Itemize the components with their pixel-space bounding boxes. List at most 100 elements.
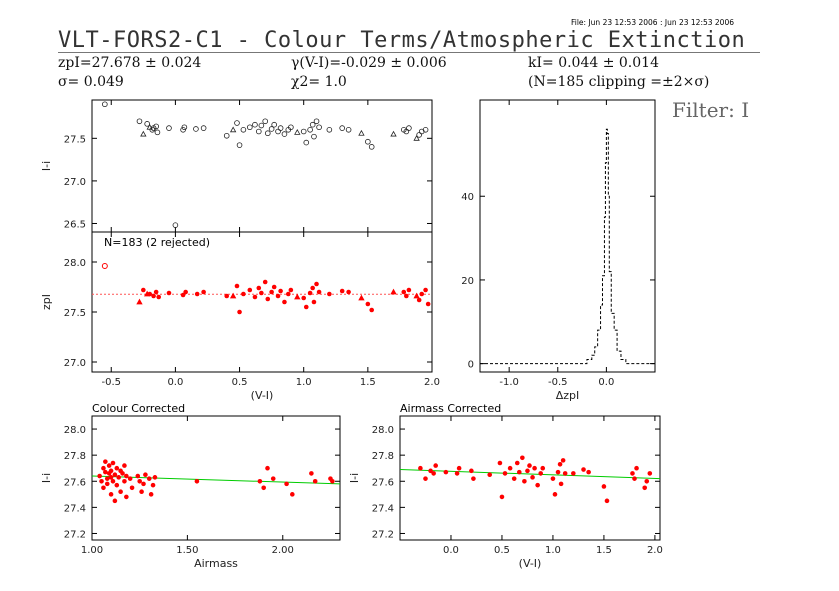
colour-point <box>101 485 106 491</box>
airmass-point <box>428 468 433 474</box>
zp-point <box>153 289 159 295</box>
zp-frame <box>91 231 433 373</box>
zp-point <box>265 296 271 302</box>
zp-triangle-point <box>294 293 301 300</box>
raw-point <box>281 131 288 137</box>
zp-point <box>275 293 281 299</box>
zp-point <box>166 290 172 296</box>
zp-point <box>224 293 230 299</box>
airmass-xtick-label: 0.5 <box>494 545 510 556</box>
raw-triangle-point <box>229 126 237 133</box>
airmass-point <box>630 471 635 476</box>
colour-ytick-label: 27.8 <box>64 451 86 462</box>
colour-point <box>284 481 289 487</box>
airmass-fit-line <box>399 469 661 480</box>
zp-point <box>316 289 322 295</box>
zp-xlabel: (V-I) <box>251 389 274 402</box>
airmass-point <box>562 471 568 476</box>
colour-point <box>141 481 146 487</box>
colour-point <box>103 469 108 475</box>
airmass-ytick-label: 27.2 <box>372 529 394 540</box>
colour-point <box>108 475 114 480</box>
airmass-frame <box>399 415 661 541</box>
raw-point <box>422 127 429 133</box>
zp-point <box>406 287 412 293</box>
raw-point <box>277 125 284 131</box>
airmass-point <box>502 471 508 476</box>
zp-point <box>278 288 283 294</box>
colour-point <box>137 478 142 484</box>
stat-chi2: χ2= 1.0 <box>291 74 347 90</box>
zp-xtick-label: 0.5 <box>232 377 248 388</box>
airmass-point <box>497 460 503 466</box>
filter-label: Filter: I <box>672 98 750 122</box>
zp-point <box>416 297 422 303</box>
colour-fit-line <box>91 475 341 485</box>
zp-point <box>310 285 315 291</box>
hist-plot <box>479 99 656 373</box>
colour-point <box>108 468 114 474</box>
airmass-xtick-label: 2.0 <box>647 545 663 556</box>
airmass-xtick-label: 1.0 <box>545 545 561 556</box>
zp-point <box>327 291 332 297</box>
zp-annotation: N=183 (2 rejected) <box>104 236 210 249</box>
zp-xtick-label: 0.0 <box>167 377 183 388</box>
airmass-point <box>431 471 436 476</box>
raw-point <box>153 123 159 130</box>
airmass-point <box>604 498 610 504</box>
raw-point <box>309 121 316 128</box>
airmass-ytick-label: 27.8 <box>372 451 394 462</box>
colour-point <box>112 472 118 478</box>
raw-point <box>326 127 333 133</box>
colour-ytick-label: 27.2 <box>64 529 86 540</box>
colour-ytick-label: 27.6 <box>64 477 86 488</box>
airmass-point <box>538 471 544 476</box>
zp-point <box>183 289 188 295</box>
raw-point <box>136 118 143 125</box>
file-timestamp: File: Jun 23 12:53 2006 : Jun 23 12:53 2… <box>571 18 734 27</box>
raw-triangle-point <box>294 129 301 135</box>
zp-point <box>419 291 425 297</box>
airmass-point <box>642 485 648 491</box>
colour-point <box>330 478 335 484</box>
airmass-point <box>632 476 637 481</box>
title-divider <box>58 52 760 53</box>
airmass-xtick-label: 1.5 <box>596 545 612 556</box>
zp-point <box>247 287 253 293</box>
raw-point <box>268 126 275 132</box>
colour-point <box>129 485 135 491</box>
raw-point <box>247 124 253 131</box>
airmass-point <box>525 468 530 474</box>
raw-point <box>200 125 207 131</box>
colour-xtick-label: 1.00 <box>81 545 103 556</box>
airmass-point <box>532 465 537 471</box>
raw-ytick-label: 27.0 <box>64 177 86 188</box>
raw-frame <box>91 99 433 233</box>
zp-ylabel: zpI <box>40 294 53 310</box>
airmass-point <box>514 460 520 466</box>
zp-point <box>241 291 246 297</box>
colour-point <box>103 459 108 464</box>
raw-point <box>240 127 247 133</box>
raw-point <box>193 126 199 132</box>
page-title: VLT-FORS2-C1 - Colour Terms/Atmospheric … <box>58 28 746 53</box>
zp-point <box>262 279 268 285</box>
airmass-point <box>552 492 558 497</box>
zp-point <box>404 293 409 299</box>
raw-ylabel: I-i <box>40 161 53 171</box>
raw-triangle-point <box>390 130 397 137</box>
zp-point <box>346 289 351 295</box>
colour-point <box>150 482 156 488</box>
airmass-point <box>581 467 586 472</box>
zp-triangle-point <box>229 292 237 299</box>
raw-point <box>303 139 310 146</box>
raw-point <box>288 124 294 131</box>
airmass-point <box>586 469 591 475</box>
colour-point <box>146 476 152 481</box>
airmass-point <box>557 461 563 467</box>
stat-sigma: σ= 0.049 <box>58 74 124 90</box>
airmass-point <box>433 463 438 468</box>
airmass-point <box>558 481 564 487</box>
stat-clipping: (N=185 clipping =±2×σ) <box>528 74 710 90</box>
